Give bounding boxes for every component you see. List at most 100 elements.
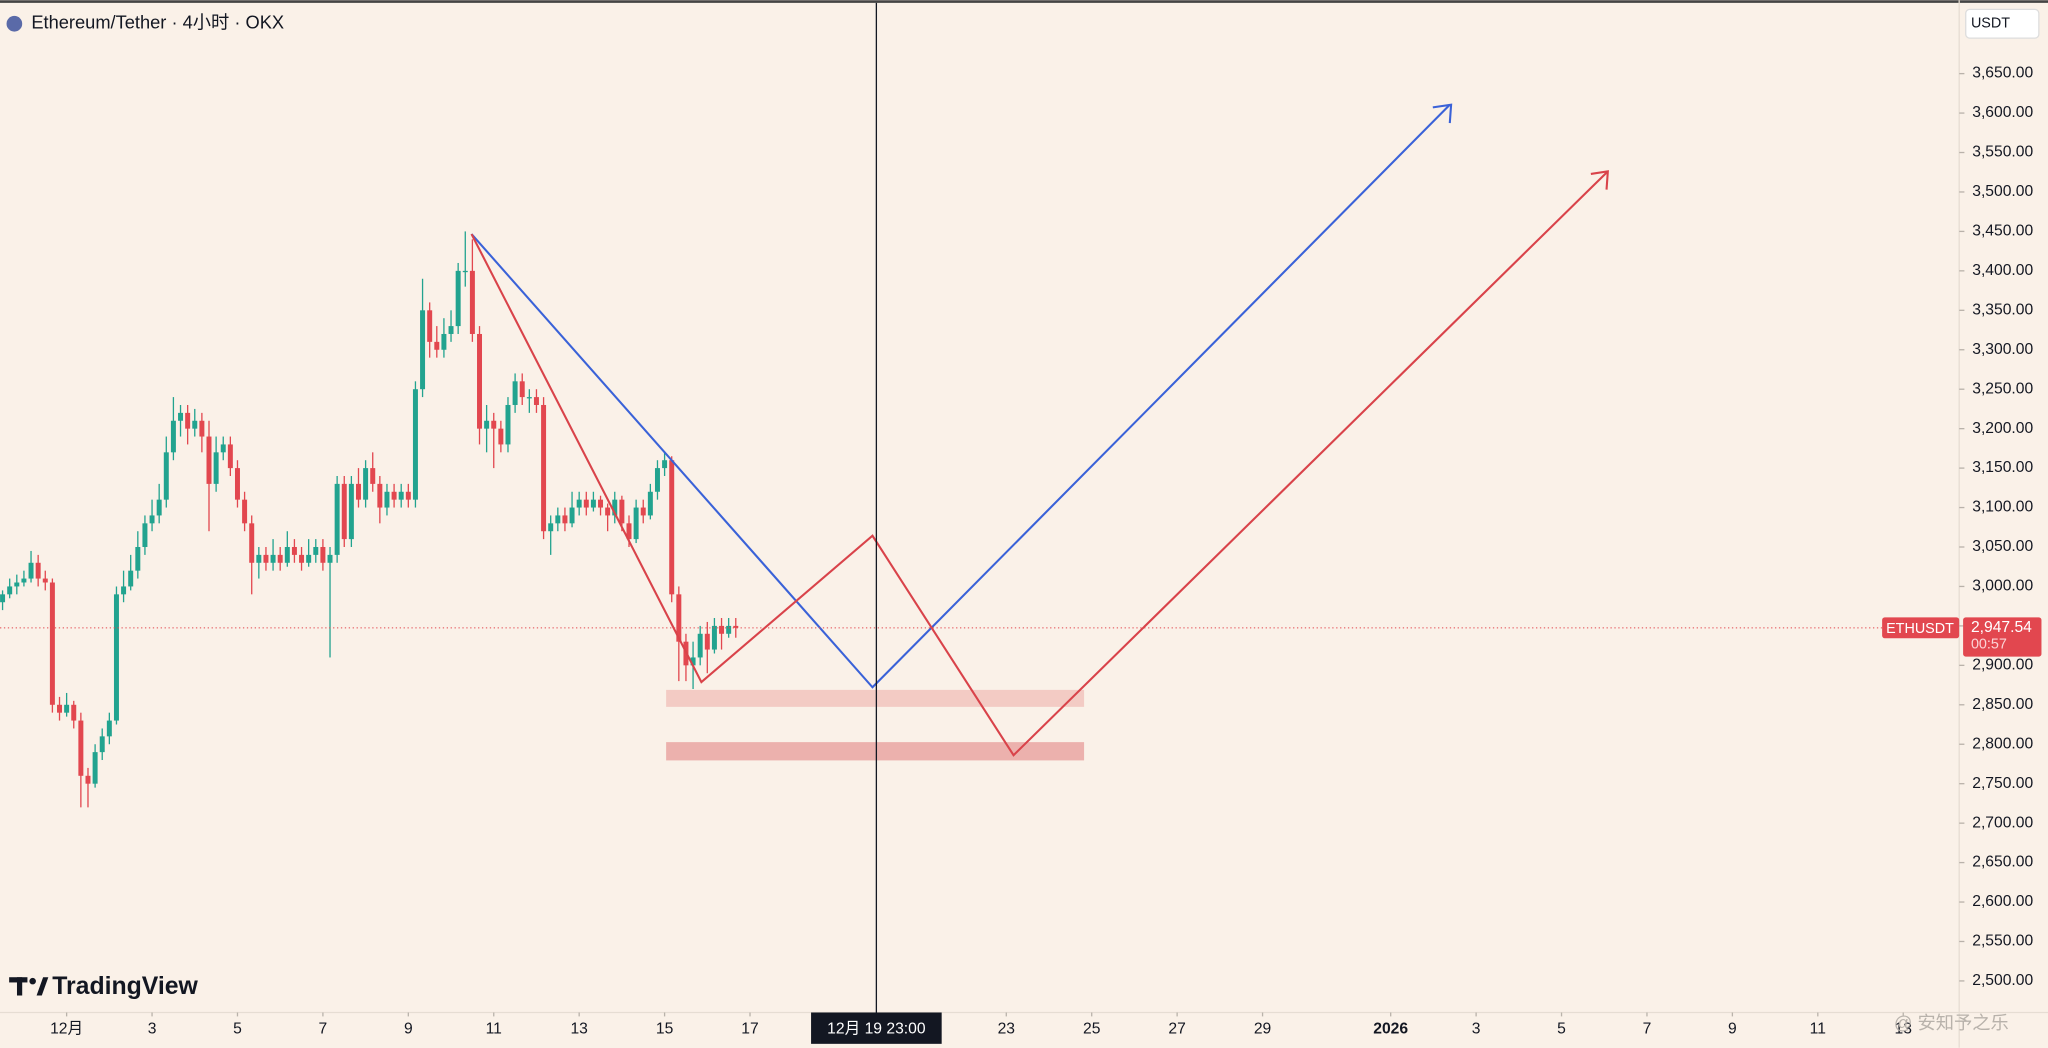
candle-body	[64, 704, 70, 713]
candle-body	[726, 625, 732, 634]
candle-body	[448, 326, 454, 334]
price-tag	[1963, 617, 2042, 657]
x-tick-label: 9	[1728, 1021, 1737, 1038]
candle-body	[284, 546, 290, 563]
x-tick-label: 9	[404, 1021, 413, 1038]
candle-body	[242, 499, 248, 524]
y-tick-label: 2,500.00	[1972, 972, 2033, 989]
candle-body	[156, 499, 162, 516]
currency-label[interactable]: USDT	[1971, 16, 2010, 32]
candle-body	[583, 499, 589, 508]
y-tick-label: 3,400.00	[1972, 262, 2033, 279]
y-tick-label: 3,550.00	[1972, 144, 2033, 161]
candle-body	[178, 412, 184, 421]
candle-body	[71, 704, 77, 721]
arrow-head	[1432, 103, 1453, 124]
candle-body	[21, 578, 27, 583]
candle-body	[35, 562, 41, 579]
x-tick-label: 13	[570, 1021, 588, 1038]
candle-body	[427, 310, 433, 342]
y-tick-label: 3,100.00	[1972, 499, 2033, 516]
candle-body	[99, 736, 105, 753]
y-tick-label: 2,600.00	[1972, 893, 2033, 910]
x-tick-label: 15	[656, 1021, 674, 1038]
candle-body	[498, 428, 504, 445]
price-tag-label: 2,947.54	[1971, 619, 2032, 636]
y-tick-label: 2,900.00	[1972, 656, 2033, 673]
x-tick-label: 17	[741, 1021, 758, 1038]
candle-body	[598, 499, 604, 508]
candle-body	[640, 507, 646, 516]
candle-body	[505, 404, 511, 445]
y-tick-label: 3,350.00	[1972, 301, 2033, 318]
candle-body	[370, 468, 376, 484]
symbol-tag-label: ETHUSDT	[1886, 621, 1954, 637]
candle-body	[128, 570, 134, 587]
candle-body	[313, 546, 319, 555]
y-tick-label: 3,200.00	[1972, 420, 2033, 437]
candle-body	[455, 270, 461, 327]
y-tick-label: 3,050.00	[1972, 538, 2033, 555]
candle-body	[647, 491, 653, 516]
candle-body	[469, 270, 475, 334]
x-tick-label: 5	[233, 1021, 242, 1038]
chart-title[interactable]: Ethereum/Tether · 4小时 · OKX	[31, 12, 284, 33]
symbol-icon	[6, 15, 23, 32]
x-tick-label: 25	[1083, 1021, 1101, 1038]
x-tick-label: 13	[1895, 1021, 1913, 1038]
candle-body	[121, 586, 127, 595]
y-tick-label: 2,700.00	[1972, 814, 2033, 831]
candle-body	[519, 381, 525, 398]
y-tick-label: 3,600.00	[1972, 104, 2033, 121]
y-tick-label: 2,850.00	[1972, 696, 2033, 713]
candle-body	[434, 341, 440, 350]
candle-body	[85, 775, 91, 784]
candle-body	[405, 491, 411, 500]
candle-body	[654, 468, 660, 492]
y-tick-label: 3,000.00	[1972, 578, 2033, 595]
candle-body	[541, 404, 547, 532]
currency-select[interactable]	[1965, 8, 2040, 39]
y-tick-label: 2,550.00	[1972, 933, 2033, 950]
candle-body	[263, 554, 269, 563]
candle-body	[249, 523, 255, 563]
crosshair-tag	[811, 1012, 942, 1044]
candle-body	[306, 554, 312, 563]
candle-body	[533, 397, 539, 405]
x-tick-label: 3	[148, 1021, 157, 1038]
candle-body	[227, 444, 233, 469]
y-tick-label: 3,500.00	[1972, 183, 2033, 200]
candle-body	[605, 507, 611, 516]
candle-body	[377, 483, 383, 508]
y-tick-label: 2,650.00	[1972, 854, 2033, 871]
candle-body	[420, 310, 426, 390]
candle-body	[185, 412, 191, 429]
candle-body	[0, 594, 6, 603]
x-tick-label: 7	[1643, 1021, 1652, 1038]
candle-body	[491, 420, 497, 429]
brand-logo	[9, 977, 49, 996]
y-tick-label: 3,300.00	[1972, 341, 2033, 358]
arrow-head	[1590, 170, 1609, 190]
y-tick-label: 2,750.00	[1972, 775, 2033, 792]
candle-body	[412, 389, 418, 500]
candle-body	[569, 507, 575, 524]
y-tick-label: 2,800.00	[1972, 735, 2033, 752]
candle-body	[441, 333, 447, 350]
candle-body	[690, 657, 696, 666]
candle-body	[512, 381, 518, 405]
candle-body	[106, 720, 112, 737]
candle-body	[206, 436, 212, 484]
candle-body	[291, 546, 297, 555]
candle-body	[49, 582, 55, 705]
x-tick-label: 29	[1254, 1021, 1271, 1038]
candle-body	[220, 444, 226, 453]
y-tick-label: 3,150.00	[1972, 459, 2033, 476]
candle-body	[576, 499, 582, 508]
x-tick-label: 5	[1557, 1021, 1566, 1038]
candle-body	[234, 468, 240, 500]
crosshair-label: 12月 19 23:00	[827, 1021, 926, 1038]
candle-body	[384, 491, 390, 508]
candle-body	[92, 752, 98, 784]
candle-body	[14, 582, 20, 587]
